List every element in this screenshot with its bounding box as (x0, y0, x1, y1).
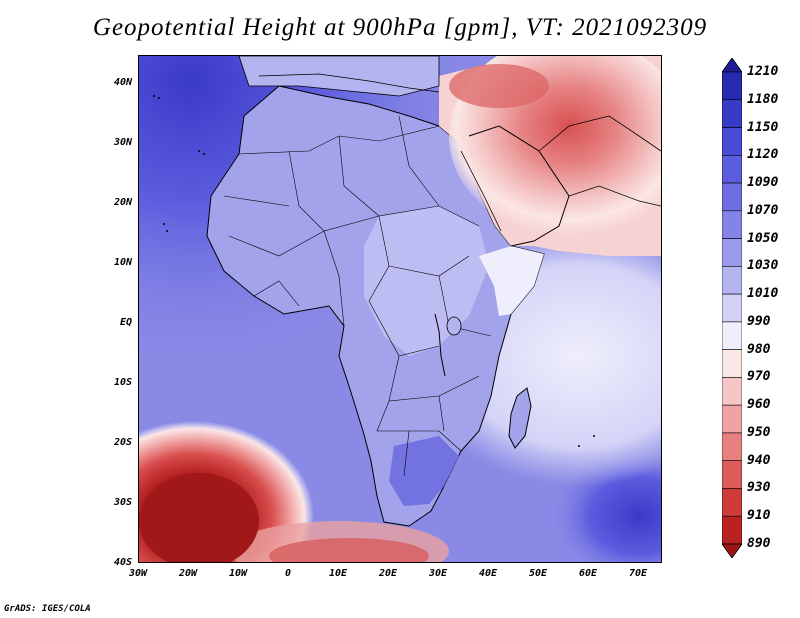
colorbar-level-label: 1180 (747, 91, 779, 107)
lon-label: 20E (378, 568, 398, 579)
footer-credit: GrADS: IGES/COLA (4, 604, 91, 614)
islands (153, 95, 595, 447)
colorbar-bin (722, 432, 742, 462)
colorbar-bin (722, 404, 742, 434)
colorbar-level-label: 1070 (747, 202, 779, 218)
colorbar-level-label: 980 (747, 341, 771, 357)
colorbar-bin (722, 515, 742, 545)
colorbar-bin (722, 238, 742, 267)
colorbar-bin (722, 488, 742, 517)
colorbar (722, 58, 742, 558)
colorbar-level-label: 1210 (747, 64, 779, 79)
colorbar-level-label: 910 (747, 508, 771, 524)
colorbar-level-label: 990 (747, 313, 771, 329)
colorbar-bin (722, 293, 742, 323)
colorbar-bin (722, 71, 742, 101)
lon-label: 70E (628, 568, 648, 579)
lat-label: 20S (113, 437, 132, 448)
map-title: Geopotential Height at 900hPa [gpm], VT:… (92, 14, 708, 41)
colorbar-bin (722, 182, 742, 212)
colorbar-bin (722, 460, 742, 489)
colorbar-level-label: 1150 (747, 119, 779, 135)
colorbar-level-label: 1090 (747, 175, 779, 191)
colorbar-bin (722, 127, 742, 156)
lon-label: 10W (228, 568, 248, 579)
lon-label: 60E (578, 568, 598, 579)
lon-label: 50E (528, 568, 548, 579)
lat-label: EQ (119, 317, 132, 328)
lon-label: 30E (428, 568, 448, 579)
colorbar-level-label: 960 (747, 397, 771, 413)
colorbar-level-label: 970 (747, 369, 771, 385)
lat-label: 30N (113, 137, 132, 148)
colorbar-bin (722, 266, 742, 295)
lat-label: 30S (113, 497, 132, 508)
lon-label: 40E (478, 568, 498, 579)
colorbar-arrow-bottom (722, 543, 742, 558)
madagascar (508, 387, 532, 449)
colorbar-level-label: 1120 (747, 147, 779, 163)
lon-label: 10E (328, 568, 348, 579)
colorbar-bin (722, 154, 742, 184)
colorbar-bin (722, 377, 742, 406)
colorbar-bin (722, 321, 742, 350)
lat-label: 20N (113, 197, 132, 208)
lon-label: 30W (128, 568, 148, 579)
lat-label: 40N (113, 77, 132, 88)
lat-label: 10S (113, 377, 132, 388)
colorbar-level-label: 890 (747, 536, 771, 551)
colorbar-level-label: 930 (747, 480, 771, 496)
colorbar-arrow-top (722, 58, 742, 73)
colorbar-level-label: 1010 (747, 286, 779, 302)
lon-label: 0 (284, 568, 292, 579)
map-panel (138, 55, 662, 563)
colorbar-bin (722, 349, 742, 378)
colorbar-bin (722, 99, 742, 128)
colorbar-level-label: 1030 (747, 258, 779, 274)
colorbar-level-label: 1050 (747, 230, 779, 246)
lon-label: 20W (178, 568, 198, 579)
geopotential-field (139, 56, 661, 562)
country-borders (223, 115, 492, 477)
colorbar-level-label: 950 (747, 424, 771, 440)
lat-label: 40S (113, 557, 132, 568)
colorbar-level-label: 940 (747, 452, 771, 468)
colorbar-bin (722, 210, 742, 239)
lat-label: 10N (113, 257, 132, 268)
